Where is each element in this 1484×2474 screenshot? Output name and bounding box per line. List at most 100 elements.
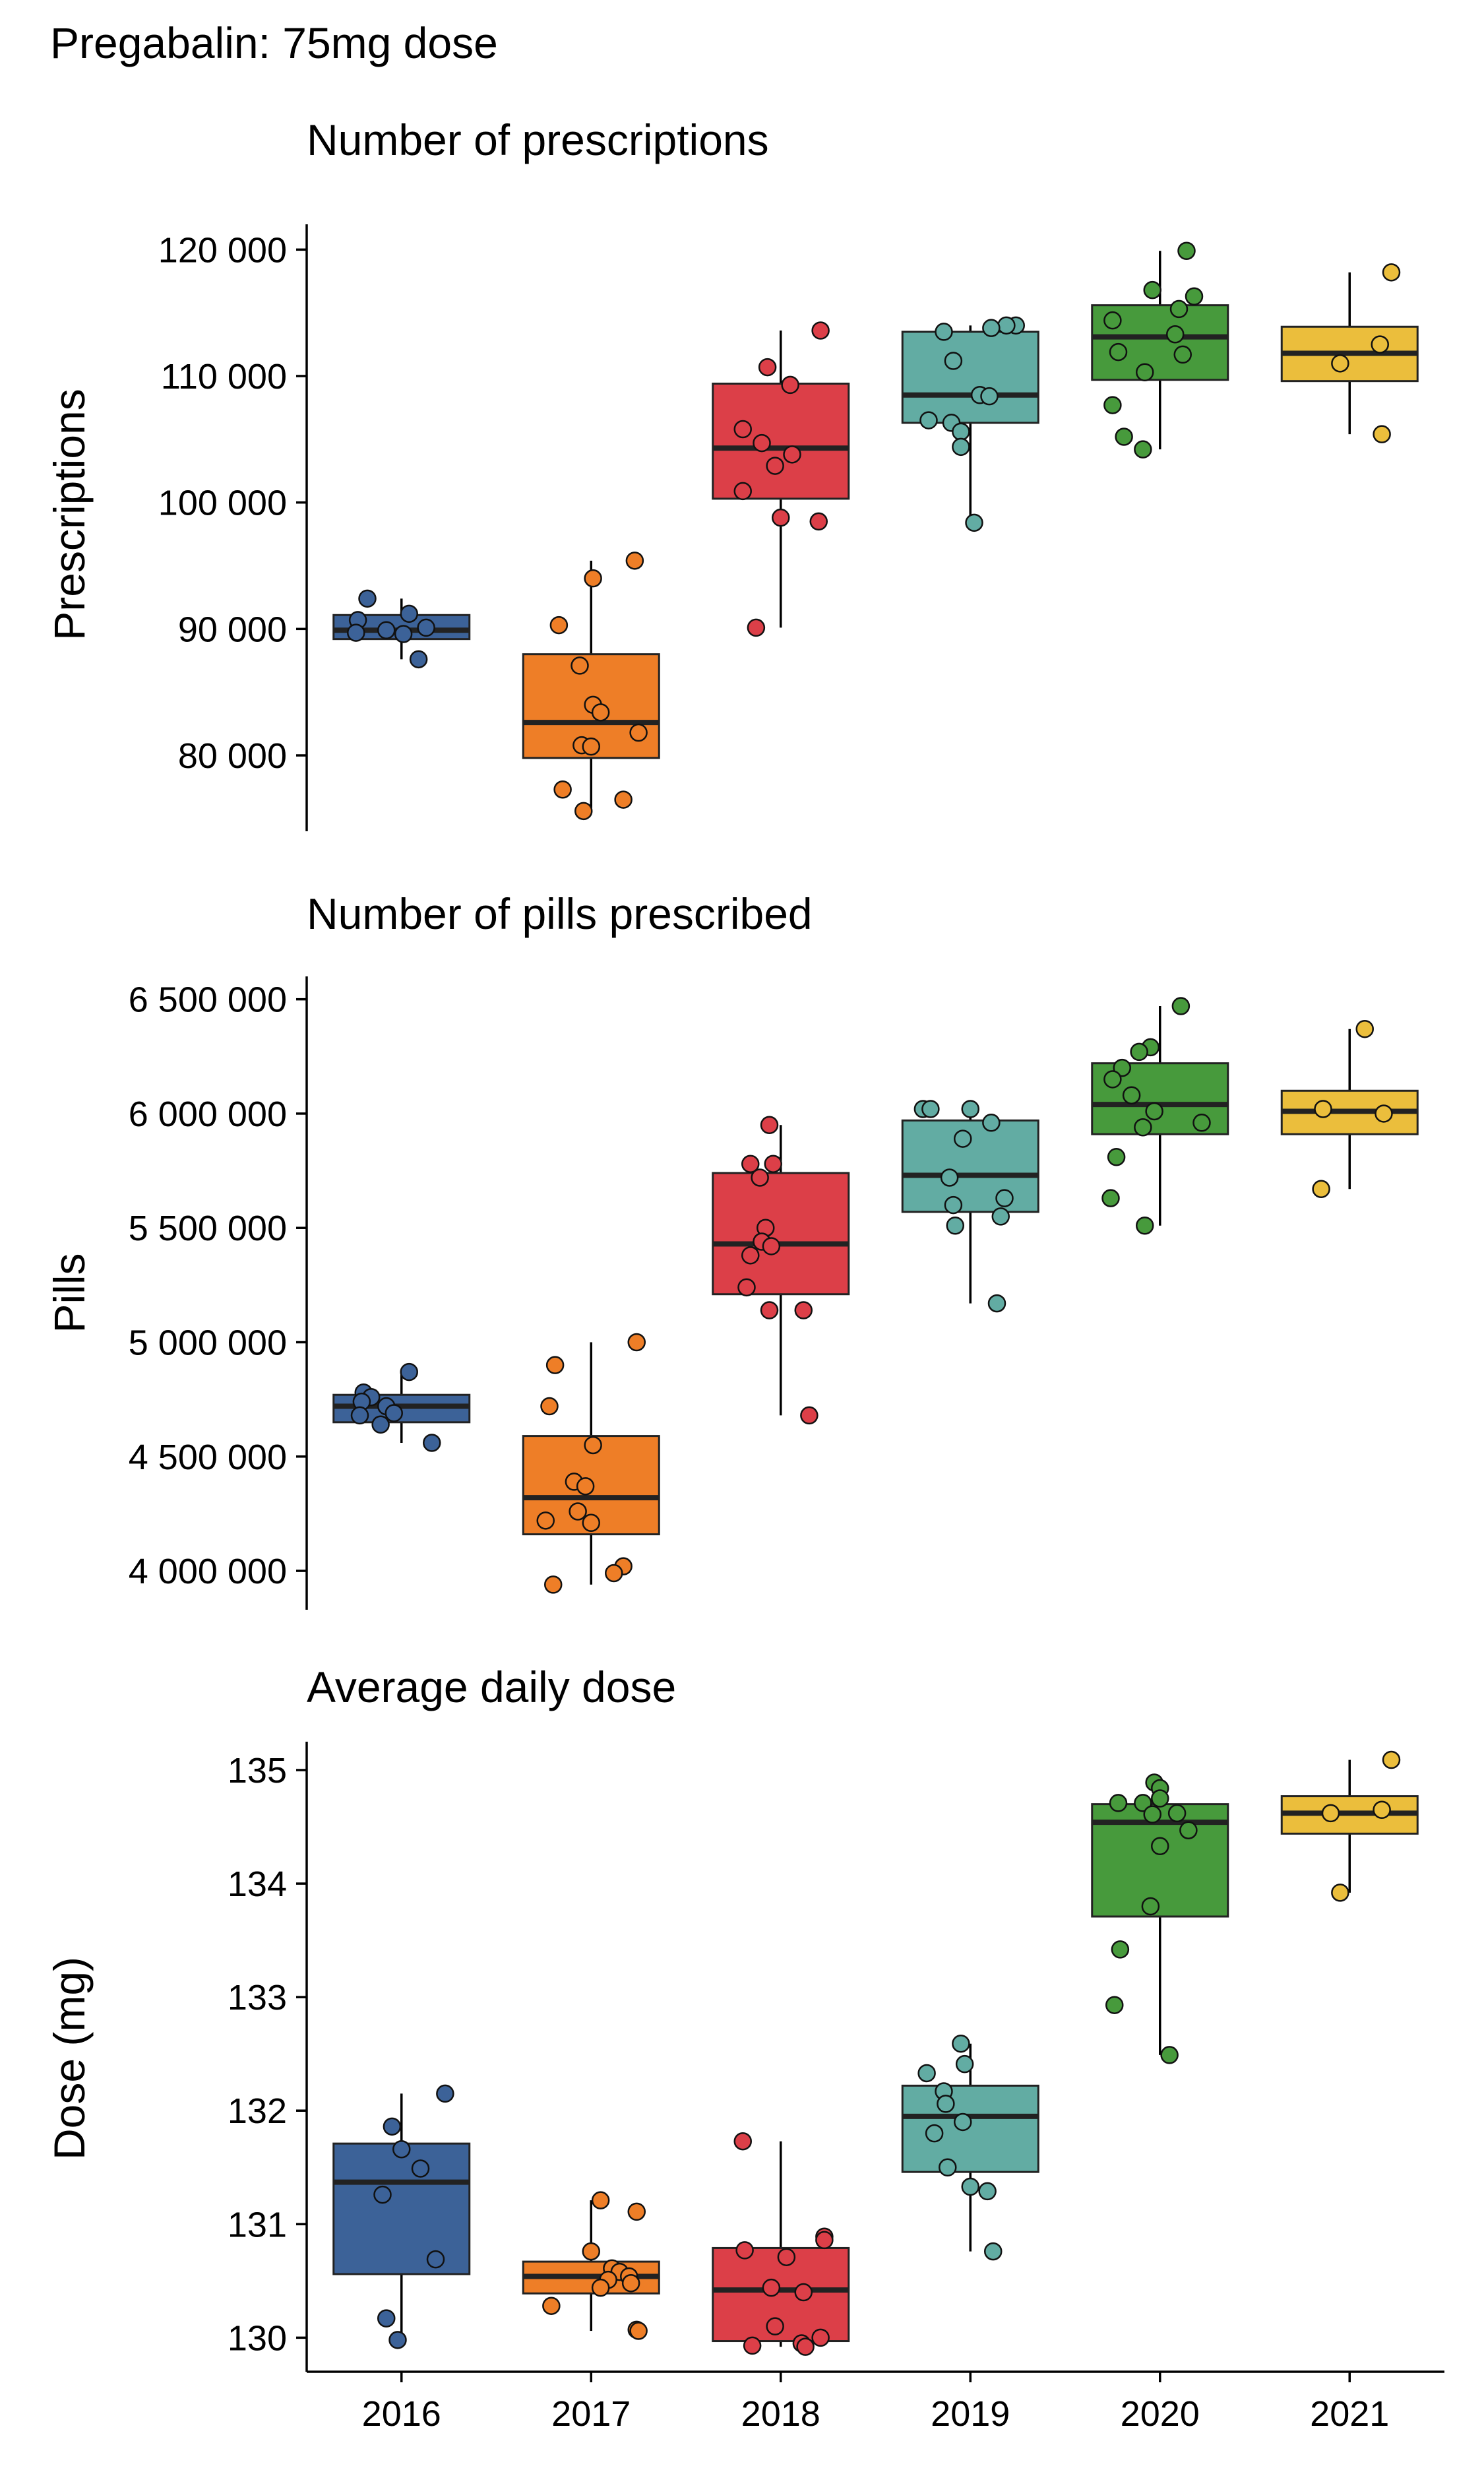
data-point [350,1406,369,1425]
y-tick-label: 6 500 000 [129,980,287,1020]
data-point [955,2054,974,2074]
data-point [762,2278,781,2297]
data-point [815,2231,834,2250]
panel-1: Number of prescriptions Prescriptions 80 0… [45,115,1419,831]
data-point [939,2158,957,2177]
data-point [735,2241,754,2260]
box-iqr [901,2084,1039,2173]
panel-title: Number of prescriptions [307,115,769,164]
box-2018 [712,331,850,628]
data-point [358,589,377,608]
data-point [1185,287,1204,305]
y-tick-label: 131 [228,2205,287,2244]
data-point [753,433,771,453]
data-point [1321,1804,1340,1823]
x-tick-label: 2020 [1121,2394,1200,2434]
data-point [733,2132,752,2151]
data-point [411,2159,430,2178]
data-point [1130,1042,1148,1062]
data-point [1177,241,1196,260]
data-point [944,1195,963,1215]
data-point [1136,363,1154,381]
data-point [571,656,589,675]
data-point [1101,1189,1120,1207]
data-point [1134,440,1152,459]
box-2016 [332,2093,471,2340]
data-point [388,2331,407,2349]
box-2019 [901,2043,1039,2252]
data-point [741,1155,760,1173]
data-point [629,2322,648,2340]
data-point [574,802,593,821]
data-point [627,1333,646,1352]
data-point [545,1356,565,1374]
data-point [1331,354,1349,373]
data-point [1109,342,1128,362]
data-point [582,737,600,756]
data-point [591,703,610,722]
data-point [794,1301,813,1319]
x-tick-label: 2021 [1310,2394,1389,2434]
data-point [800,1406,819,1425]
y-tick-label: 134 [228,1864,287,1904]
data-point [347,623,365,642]
box-2019 [901,325,1039,523]
data-point [385,1404,403,1422]
data-point [758,358,777,377]
box-2021 [1280,272,1419,435]
data-point [747,618,766,637]
data-point [1111,1940,1130,1959]
data-point [1134,1118,1152,1137]
data-point [1143,280,1161,300]
data-point [409,650,428,669]
data-point [809,512,828,531]
data-point [423,1434,441,1452]
data-point [1166,325,1185,344]
box-iqr [332,2142,471,2275]
data-point [796,2337,815,2356]
data-point [991,1207,1010,1226]
box-2017 [522,560,660,811]
data-point [952,2034,970,2053]
data-point [783,445,801,464]
data-point [1103,396,1122,414]
data-point [1107,1148,1126,1166]
x-tick-label: 2018 [741,2394,820,2434]
data-point [1171,997,1190,1015]
data-point [627,2202,646,2221]
data-point [743,2336,762,2355]
data-point [997,316,1016,335]
data-point [1179,1821,1198,1839]
panel-title: Average daily dose [307,1663,676,1711]
y-axis-label: Dose (mg) [45,1957,94,2160]
data-point [569,1502,587,1521]
y-tick-label: 6 000 000 [129,1094,287,1134]
data-point [995,1189,1014,1207]
data-point [377,2309,396,2328]
data-point [984,2242,1003,2261]
box-2020 [1091,1782,1229,2055]
data-point [1382,1750,1401,1769]
data-point [394,625,413,643]
data-point [921,1100,940,1118]
data-point [952,437,970,457]
data-point [1382,263,1401,282]
data-point [935,323,953,341]
data-point [811,2328,830,2347]
data-point [982,319,1001,337]
data-point [987,1294,1006,1313]
data-point [764,1155,782,1173]
box-2021 [1280,1760,1419,1893]
data-point [373,2185,392,2204]
data-point [794,2283,813,2302]
data-point [946,1217,964,1235]
data-point [917,2064,936,2083]
y-tick-label: 130 [228,2318,287,2358]
data-point [766,457,784,475]
data-point [978,2182,997,2201]
y-tick-label: 4 500 000 [129,1438,287,1477]
data-point [629,723,648,742]
data-point [544,1575,563,1594]
data-point [400,604,418,623]
